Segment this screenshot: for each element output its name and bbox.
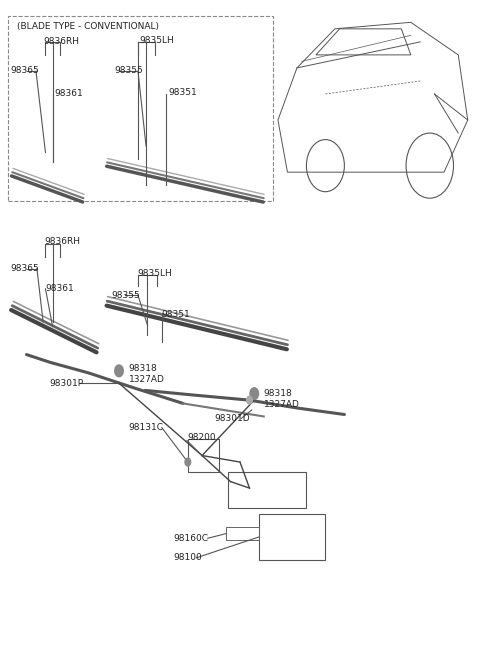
- Text: 98318: 98318: [264, 389, 292, 398]
- Text: 98351: 98351: [168, 88, 197, 97]
- Text: 9836RH: 9836RH: [43, 37, 79, 47]
- Circle shape: [247, 396, 252, 404]
- Text: 98361: 98361: [46, 284, 74, 293]
- Text: 98160C: 98160C: [174, 533, 209, 543]
- Text: (BLADE TYPE - CONVENTIONAL): (BLADE TYPE - CONVENTIONAL): [17, 22, 159, 32]
- Text: 9835LH: 9835LH: [137, 269, 172, 279]
- Text: 98361: 98361: [54, 89, 83, 99]
- Text: 98318: 98318: [129, 365, 157, 373]
- Circle shape: [185, 458, 191, 466]
- Text: 1327AD: 1327AD: [264, 399, 300, 409]
- Text: 98365: 98365: [10, 264, 39, 273]
- Text: 9836RH: 9836RH: [45, 237, 81, 246]
- Text: 98131C: 98131C: [129, 423, 164, 432]
- Text: 98365: 98365: [10, 66, 39, 75]
- Circle shape: [115, 365, 123, 376]
- Circle shape: [250, 388, 259, 399]
- Text: 98301D: 98301D: [214, 414, 250, 423]
- Text: 98355: 98355: [111, 291, 140, 300]
- Text: 98100: 98100: [174, 553, 203, 562]
- Text: 98355: 98355: [114, 66, 143, 75]
- Text: 98200: 98200: [188, 433, 216, 442]
- Text: 98301P: 98301P: [49, 378, 84, 388]
- Text: 1327AD: 1327AD: [129, 375, 164, 384]
- Text: 98351: 98351: [162, 309, 191, 319]
- Text: 9835LH: 9835LH: [139, 36, 174, 45]
